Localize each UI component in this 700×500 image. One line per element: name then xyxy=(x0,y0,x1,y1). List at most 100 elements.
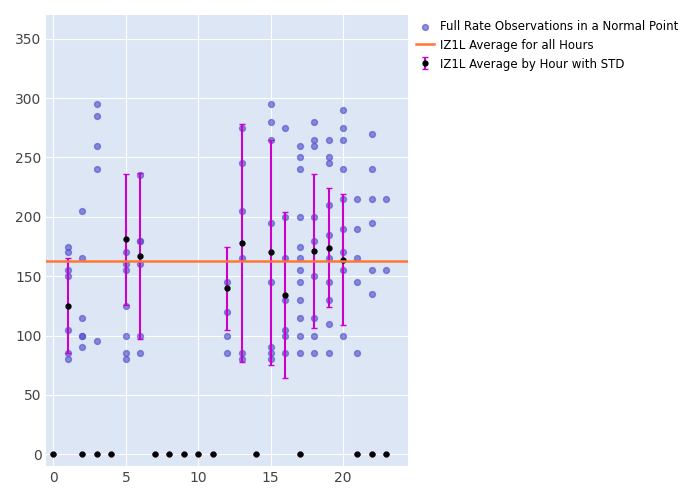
Full Rate Observations in a Normal Point xyxy=(309,236,320,244)
Full Rate Observations in a Normal Point xyxy=(62,242,74,250)
Full Rate Observations in a Normal Point xyxy=(134,236,146,244)
Full Rate Observations in a Normal Point xyxy=(265,278,276,286)
Full Rate Observations in a Normal Point xyxy=(309,350,320,358)
Full Rate Observations in a Normal Point xyxy=(352,278,363,286)
Full Rate Observations in a Normal Point xyxy=(309,136,320,143)
Full Rate Observations in a Normal Point xyxy=(366,130,377,138)
Full Rate Observations in a Normal Point xyxy=(323,136,334,143)
Full Rate Observations in a Normal Point xyxy=(337,248,349,256)
Full Rate Observations in a Normal Point xyxy=(77,344,88,351)
Full Rate Observations in a Normal Point xyxy=(222,278,233,286)
Full Rate Observations in a Normal Point xyxy=(77,332,88,340)
Full Rate Observations in a Normal Point xyxy=(323,320,334,328)
Full Rate Observations in a Normal Point xyxy=(366,195,377,203)
Full Rate Observations in a Normal Point xyxy=(222,308,233,316)
Full Rate Observations in a Normal Point xyxy=(265,356,276,364)
Full Rate Observations in a Normal Point xyxy=(352,350,363,358)
Full Rate Observations in a Normal Point xyxy=(265,118,276,126)
Full Rate Observations in a Normal Point xyxy=(236,356,247,364)
Full Rate Observations in a Normal Point xyxy=(91,100,102,108)
Full Rate Observations in a Normal Point xyxy=(265,100,276,108)
Full Rate Observations in a Normal Point xyxy=(352,195,363,203)
Full Rate Observations in a Normal Point xyxy=(134,350,146,358)
Full Rate Observations in a Normal Point xyxy=(294,332,305,340)
Full Rate Observations in a Normal Point xyxy=(222,332,233,340)
Full Rate Observations in a Normal Point xyxy=(337,332,349,340)
Full Rate Observations in a Normal Point xyxy=(309,314,320,322)
Full Rate Observations in a Normal Point xyxy=(323,278,334,286)
Full Rate Observations in a Normal Point xyxy=(265,219,276,227)
Full Rate Observations in a Normal Point xyxy=(236,254,247,262)
Full Rate Observations in a Normal Point xyxy=(91,166,102,173)
Full Rate Observations in a Normal Point xyxy=(134,172,146,179)
Full Rate Observations in a Normal Point xyxy=(323,254,334,262)
Full Rate Observations in a Normal Point xyxy=(294,296,305,304)
Full Rate Observations in a Normal Point xyxy=(91,142,102,150)
Full Rate Observations in a Normal Point xyxy=(77,314,88,322)
Full Rate Observations in a Normal Point xyxy=(279,326,290,334)
Full Rate Observations in a Normal Point xyxy=(294,166,305,173)
Full Rate Observations in a Normal Point xyxy=(279,213,290,221)
Full Rate Observations in a Normal Point xyxy=(337,224,349,232)
Full Rate Observations in a Normal Point xyxy=(323,296,334,304)
Full Rate Observations in a Normal Point xyxy=(294,242,305,250)
Full Rate Observations in a Normal Point xyxy=(337,136,349,143)
Full Rate Observations in a Normal Point xyxy=(294,350,305,358)
Full Rate Observations in a Normal Point xyxy=(366,219,377,227)
Full Rate Observations in a Normal Point xyxy=(120,266,132,274)
Full Rate Observations in a Normal Point xyxy=(222,350,233,358)
IZ1L Average for all Hours xyxy=(64,258,72,264)
Full Rate Observations in a Normal Point xyxy=(323,154,334,162)
Full Rate Observations in a Normal Point xyxy=(309,213,320,221)
Full Rate Observations in a Normal Point xyxy=(120,356,132,364)
Full Rate Observations in a Normal Point xyxy=(77,207,88,215)
Full Rate Observations in a Normal Point xyxy=(265,136,276,143)
Full Rate Observations in a Normal Point xyxy=(134,260,146,268)
Full Rate Observations in a Normal Point xyxy=(337,195,349,203)
Full Rate Observations in a Normal Point xyxy=(120,248,132,256)
Full Rate Observations in a Normal Point xyxy=(323,230,334,238)
Full Rate Observations in a Normal Point xyxy=(352,254,363,262)
Full Rate Observations in a Normal Point xyxy=(337,124,349,132)
Full Rate Observations in a Normal Point xyxy=(309,332,320,340)
Full Rate Observations in a Normal Point xyxy=(236,124,247,132)
Full Rate Observations in a Normal Point xyxy=(294,314,305,322)
Legend: Full Rate Observations in a Normal Point, IZ1L Average for all Hours, IZ1L Avera: Full Rate Observations in a Normal Point… xyxy=(412,15,683,75)
IZ1L Average for all Hours xyxy=(49,258,57,264)
Full Rate Observations in a Normal Point xyxy=(62,326,74,334)
Full Rate Observations in a Normal Point xyxy=(236,350,247,358)
Full Rate Observations in a Normal Point xyxy=(294,254,305,262)
Full Rate Observations in a Normal Point xyxy=(77,332,88,340)
Full Rate Observations in a Normal Point xyxy=(77,254,88,262)
Full Rate Observations in a Normal Point xyxy=(323,350,334,358)
Full Rate Observations in a Normal Point xyxy=(62,248,74,256)
Full Rate Observations in a Normal Point xyxy=(323,160,334,168)
Full Rate Observations in a Normal Point xyxy=(294,154,305,162)
Full Rate Observations in a Normal Point xyxy=(309,272,320,280)
Full Rate Observations in a Normal Point xyxy=(309,118,320,126)
Full Rate Observations in a Normal Point xyxy=(62,356,74,364)
Full Rate Observations in a Normal Point xyxy=(62,272,74,280)
Full Rate Observations in a Normal Point xyxy=(265,344,276,351)
Full Rate Observations in a Normal Point xyxy=(323,201,334,209)
Full Rate Observations in a Normal Point xyxy=(265,350,276,358)
Full Rate Observations in a Normal Point xyxy=(352,224,363,232)
Full Rate Observations in a Normal Point xyxy=(62,350,74,358)
Full Rate Observations in a Normal Point xyxy=(337,166,349,173)
Full Rate Observations in a Normal Point xyxy=(91,112,102,120)
Full Rate Observations in a Normal Point xyxy=(236,207,247,215)
Full Rate Observations in a Normal Point xyxy=(91,338,102,345)
Full Rate Observations in a Normal Point xyxy=(120,332,132,340)
Full Rate Observations in a Normal Point xyxy=(366,290,377,298)
Full Rate Observations in a Normal Point xyxy=(279,124,290,132)
Full Rate Observations in a Normal Point xyxy=(120,302,132,310)
Full Rate Observations in a Normal Point xyxy=(294,278,305,286)
Full Rate Observations in a Normal Point xyxy=(381,195,392,203)
Full Rate Observations in a Normal Point xyxy=(62,266,74,274)
Full Rate Observations in a Normal Point xyxy=(279,350,290,358)
Full Rate Observations in a Normal Point xyxy=(294,142,305,150)
Full Rate Observations in a Normal Point xyxy=(279,332,290,340)
Full Rate Observations in a Normal Point xyxy=(279,254,290,262)
Full Rate Observations in a Normal Point xyxy=(134,332,146,340)
Full Rate Observations in a Normal Point xyxy=(381,266,392,274)
